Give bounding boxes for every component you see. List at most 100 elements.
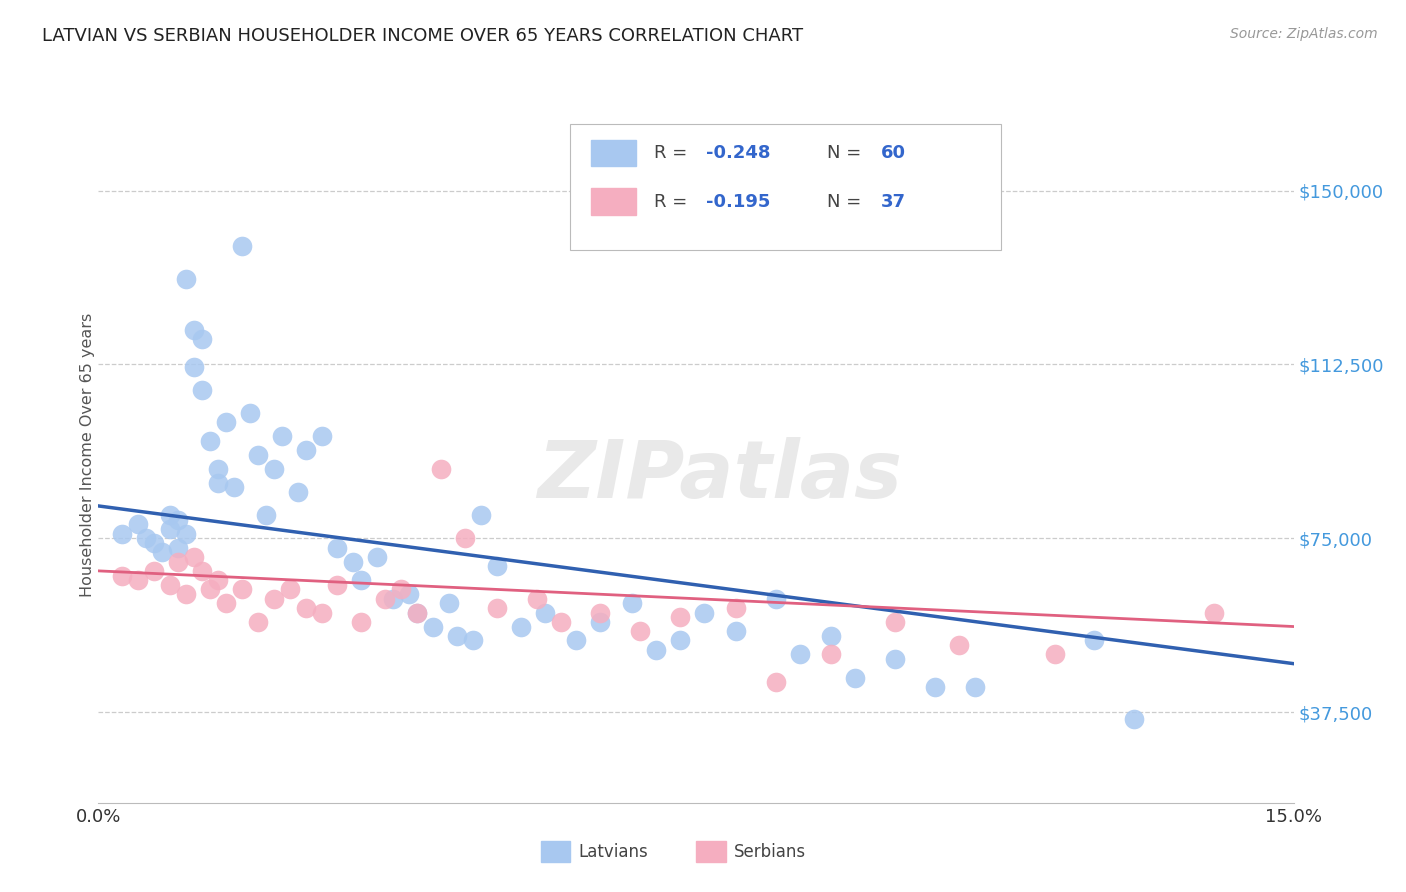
Point [311,429,333,443]
Point [1202,606,1225,620]
Point [143,536,166,550]
Point [533,606,555,620]
Point [183,359,205,374]
Point [207,573,229,587]
Text: Serbians: Serbians [734,843,806,861]
Point [963,680,986,694]
Point [485,601,508,615]
Point [550,615,572,629]
Point [207,462,229,476]
Point [470,508,492,523]
Point [398,587,420,601]
Point [246,615,269,629]
Point [765,591,787,606]
Point [884,652,907,666]
Bar [591,140,636,166]
Bar [540,841,571,862]
Point [263,462,285,476]
Point [669,633,692,648]
Point [621,596,644,610]
Point [693,606,716,620]
Point [159,508,181,523]
Point [430,462,453,476]
Point [461,633,484,648]
Point [374,591,396,606]
Point [263,591,285,606]
Point [311,606,333,620]
Point [765,675,787,690]
Point [326,578,349,592]
Bar [696,841,725,862]
Point [844,671,866,685]
Point [215,416,238,430]
Point [150,545,173,559]
Point [422,619,444,633]
Point [294,601,316,615]
Point [526,591,548,606]
Point [628,624,651,639]
Point [174,271,197,285]
Point [1123,712,1146,726]
Point [924,680,946,694]
Point [509,619,531,633]
Text: Latvians: Latvians [579,843,648,861]
Text: Source: ZipAtlas.com: Source: ZipAtlas.com [1230,27,1378,41]
Point [446,629,468,643]
Point [198,434,221,448]
Point [143,564,166,578]
Point [239,406,262,420]
Point [350,615,373,629]
Point [111,568,134,582]
Point [222,480,245,494]
Point [326,541,349,555]
Point [270,429,292,443]
Text: -0.248: -0.248 [706,144,770,162]
Point [231,239,253,253]
Point [111,526,134,541]
Text: -0.195: -0.195 [706,193,770,211]
Point [127,517,149,532]
Point [382,591,405,606]
Point [820,629,842,643]
Point [167,513,190,527]
Point [294,443,316,458]
Text: ZIPatlas: ZIPatlas [537,437,903,515]
Point [342,555,364,569]
Point [789,648,811,662]
Point [884,615,907,629]
Point [437,596,460,610]
Point [127,573,149,587]
Point [669,610,692,624]
Point [1043,648,1066,662]
Point [183,323,205,337]
FancyBboxPatch shape [571,124,1001,250]
Text: 37: 37 [882,193,907,211]
Point [191,332,214,346]
Point [191,383,214,397]
Point [350,573,373,587]
Point [174,526,197,541]
Point [645,642,668,657]
Point [167,541,190,555]
Text: R =: R = [654,144,693,162]
Point [207,475,229,490]
Point [183,549,205,564]
Text: 60: 60 [882,144,907,162]
Point [191,564,214,578]
Bar [591,188,636,215]
Point [406,606,429,620]
Text: LATVIAN VS SERBIAN HOUSEHOLDER INCOME OVER 65 YEARS CORRELATION CHART: LATVIAN VS SERBIAN HOUSEHOLDER INCOME OV… [42,27,803,45]
Point [174,587,197,601]
Point [1083,633,1105,648]
Point [287,485,309,500]
Point [485,559,508,574]
Point [231,582,253,597]
Point [215,596,238,610]
Point [159,522,181,536]
Point [135,532,157,546]
Point [389,582,412,597]
Point [246,448,269,462]
Point [167,555,190,569]
Point [254,508,277,523]
Point [406,606,429,620]
